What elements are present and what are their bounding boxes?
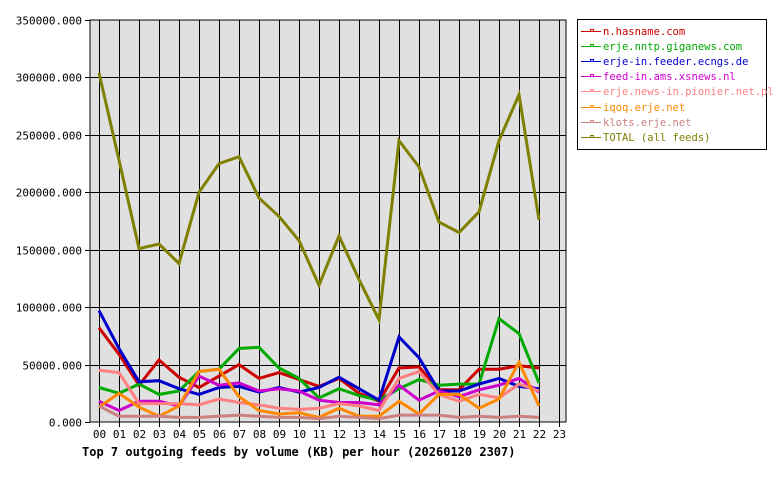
legend-line-marker-icon [581, 117, 601, 129]
gridlines [90, 20, 566, 422]
series-line-6 [98, 404, 540, 421]
x-tick-label: 13 [353, 428, 366, 441]
legend-item: feed-in.ams.xsnews.nl [578, 70, 766, 85]
x-tick-label: 18 [453, 428, 466, 441]
series-lines [97, 72, 541, 421]
x-tick-label: 16 [413, 428, 426, 441]
legend-line-marker-icon [581, 102, 601, 114]
legend-label: erje-in.feeder.ecngs.de [603, 55, 749, 68]
chart-title: Top 7 outgoing feeds by volume (KB) per … [82, 445, 515, 459]
x-tick-label: 11 [313, 428, 326, 441]
legend: n.hasname.com erje.nntp.giganews.com erje-… [577, 19, 774, 150]
x-tick-label: 06 [213, 428, 226, 441]
y-tick-label: 200000.000 [16, 187, 82, 200]
legend-line-marker-icon [581, 86, 601, 98]
x-tick-label: 20 [493, 428, 506, 441]
legend-label: n.hasname.com [603, 25, 686, 38]
legend-label: TOTAL (all feeds) [603, 131, 711, 144]
legend-line-marker-icon [581, 71, 601, 83]
legend-line-marker-icon [581, 56, 601, 68]
x-tick-label: 07 [233, 428, 246, 441]
legend-line-marker-icon [581, 132, 601, 144]
legend-line-marker-icon [581, 41, 601, 53]
x-tick-label: 09 [273, 428, 286, 441]
x-tick-label: 10 [293, 428, 306, 441]
legend-line-marker-icon [581, 26, 601, 38]
series-line-7 [97, 72, 541, 326]
y-tick-label: 250000.000 [16, 130, 82, 143]
x-tick-label: 21 [513, 428, 526, 441]
x-tick-label: 23 [553, 428, 566, 441]
y-tick-label: 100000.000 [16, 302, 82, 315]
x-tick-label: 03 [153, 428, 166, 441]
legend-label: iqoq.erje.net [603, 101, 686, 114]
x-axis: 00 01 02 03 04 05 06 07 08 09 10 11 12 13 14 15 16 17 18 19… [93, 422, 566, 441]
y-tick-label: 300000.000 [16, 72, 82, 85]
legend-item: n.hasname.com [578, 24, 766, 39]
y-tick-label: 150000.000 [16, 245, 82, 258]
x-tick-label: 08 [253, 428, 266, 441]
x-tick-label: 19 [473, 428, 486, 441]
x-tick-label: 01 [113, 428, 126, 441]
y-tick-label: 0.000 [49, 417, 82, 430]
legend-label: erje.news-in.pionier.net.pl [603, 86, 774, 99]
legend-item: erje.news-in.pionier.net.pl [578, 85, 774, 100]
x-tick-label: 17 [433, 428, 446, 441]
x-tick-label: 12 [333, 428, 346, 441]
legend-item: erje-in.feeder.ecngs.de [578, 54, 766, 69]
x-tick-label: 04 [173, 428, 187, 441]
x-tick-label: 00 [93, 428, 106, 441]
series-line-2 [97, 309, 540, 403]
x-tick-label: 15 [393, 428, 406, 441]
legend-item: iqoq.erje.net [578, 100, 766, 115]
legend-label: erje.nntp.giganews.com [603, 40, 743, 53]
x-tick-label: 14 [373, 428, 387, 441]
y-axis: 0.000 50000.000 100000.000 150000.000 200000… [16, 15, 90, 430]
legend-label: feed-in.ams.xsnews.nl [603, 71, 736, 84]
series-line-1 [98, 316, 541, 402]
legend-item: TOTAL (all feeds) [578, 130, 766, 145]
legend-label: klots.erje.net [603, 116, 692, 129]
x-tick-label: 22 [533, 428, 546, 441]
y-tick-label: 350000.000 [16, 15, 82, 28]
y-tick-label: 50000.000 [22, 360, 82, 373]
x-tick-label: 02 [133, 428, 146, 441]
legend-item: erje.nntp.giganews.com [578, 39, 766, 54]
x-tick-label: 05 [193, 428, 206, 441]
legend-item: klots.erje.net [578, 115, 766, 130]
